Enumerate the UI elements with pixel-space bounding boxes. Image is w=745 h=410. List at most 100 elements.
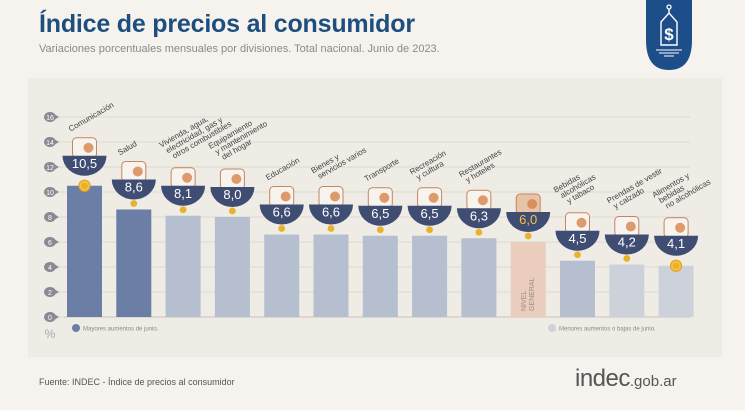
brand-suffix: .gob.ar [629,373,677,390]
plate-cutlery-icon [466,189,492,211]
data-label: 4,1 [667,236,685,251]
icon-accent [625,221,636,232]
y-tick-bubble [44,237,59,248]
y-tick-bubble [44,262,59,273]
category-label: Transporte [363,156,401,183]
y-tick-label: 12 [46,165,54,172]
legend-item: Menores aumentos o bajas de junio. [548,324,656,333]
data-label: 6,6 [322,205,340,220]
icon-accent [330,191,340,202]
bar [362,235,398,317]
icon-accent [132,166,143,177]
bar [165,215,201,317]
value-badge [161,185,206,206]
general-level-label-line: GENERAL [529,277,536,311]
data-label: 6,0 [519,212,537,227]
value-dot [327,225,335,232]
bus-sube-card-icon [367,187,393,209]
value-dot [672,262,680,270]
value-badge [407,205,452,226]
icon-accent [675,222,686,233]
first-aid-kit-icon [121,161,147,182]
data-label: 6,5 [371,206,389,221]
y-tick-bubble [44,287,59,298]
value-badge [259,204,304,225]
y-tick-label: 8 [48,215,52,222]
category-label: Bienes yservicios varios [310,139,368,183]
y-tick-label: 10 [46,190,54,197]
value-dot [81,182,88,190]
bread-chicken-icon [663,217,689,239]
brand-main: indec [575,365,630,392]
y-tick-label: 4 [48,265,52,272]
bar [116,209,152,317]
value-dot [623,255,631,262]
category-label-line: Transporte [363,156,401,183]
category-label: Educación [264,156,301,182]
bar-group-11: 4,5 Bebidasalcohólicasy tabaco [552,172,600,317]
icon-accent [280,191,291,202]
bar [214,217,250,317]
y-tick-label: 6 [48,240,52,247]
icon-accent [379,192,390,203]
source-note: Fuente: INDEC - Índice de precios al con… [39,377,235,387]
legend-swatch [72,324,80,332]
value-dot [524,232,532,240]
ipc-logo-badge: $ [634,0,704,70]
value-dot [130,200,138,207]
icon-accent [477,195,488,206]
value-badge [654,235,699,256]
value-badge [456,208,501,229]
category-label-line: Educación [264,156,301,182]
legend-label: Menores aumentos o bajas de junio. [559,327,656,333]
y-tick-label: 16 [46,115,54,122]
bar [412,235,448,317]
y-tick-bubble [44,312,59,323]
value-badge [358,205,403,226]
data-label: 6,6 [273,205,291,220]
bar [67,185,102,317]
icon-accent [428,192,439,203]
y-tick: 4 [44,262,59,273]
indec-brand-logo[interactable]: indec.gob.ar [575,365,677,393]
sun-umbrella-icon [417,187,443,209]
bar [560,260,595,317]
bar [658,265,694,317]
value-badge [555,230,600,251]
value-badge [309,204,353,225]
bar [313,234,349,317]
general-level-label: NIVELGENERAL [521,277,536,311]
y-tick: 8 [44,212,59,223]
bar [461,238,497,317]
y-tick-label: 0 [48,315,52,322]
icon-accent [527,199,538,209]
y-tick: 16 [44,112,59,123]
value-badge [604,234,649,255]
comb-icon [318,186,344,207]
svg-text:$: $ [664,25,674,44]
data-label: 8,0 [223,187,241,202]
value-dot [475,228,483,236]
data-label: 4,2 [618,235,636,250]
value-badge [111,179,156,200]
y-tick: 0 [44,312,59,323]
y-tick: 6 [44,237,59,248]
value-dot [574,251,581,259]
bar-group-5: 6,6 Educación [259,156,304,317]
legend-item: Mayores aumentos de junio. [72,324,159,333]
icon-accent [576,217,587,228]
value-dot [179,206,187,214]
y-tick-bubble [44,112,59,123]
y-tick-label: 2 [48,290,52,297]
shopping-basket-icon [515,193,541,215]
y-axis-unit-label: % [45,327,56,341]
bar-chart: 0246810121416%10,5Comunicación8,6Salud8,… [44,100,712,341]
y-tick-bubble [44,187,59,198]
bar-group-10: 6,0 NIVELGENERAL [506,193,551,317]
bar-group-7: 6,5 Transporte [358,156,403,317]
value-dot [376,226,384,234]
data-label: 4,5 [568,231,586,246]
